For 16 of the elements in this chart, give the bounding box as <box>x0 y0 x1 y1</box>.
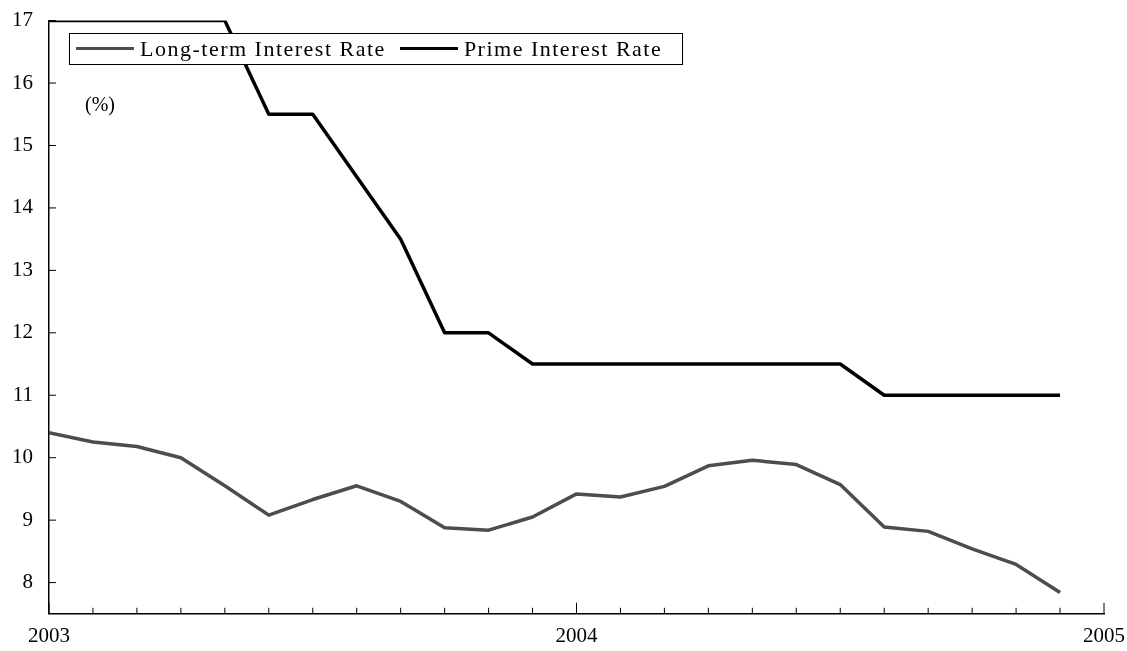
y-tick-label: 16 <box>12 69 33 94</box>
y-axis-title: (%) <box>85 92 115 116</box>
x-tick-label: 2003 <box>28 622 70 647</box>
legend-label: Prime Interest Rate <box>463 35 663 62</box>
y-tick-label: 9 <box>22 506 33 531</box>
y-tick-label: 17 <box>12 7 33 32</box>
y-tick-label: 13 <box>12 256 33 281</box>
x-tick-label: 2005 <box>1083 622 1125 647</box>
y-tick-label: 8 <box>22 569 33 594</box>
y-tick-label: 15 <box>12 132 33 156</box>
y-tick-label: 12 <box>12 319 33 344</box>
y-tick-label: 14 <box>12 194 34 219</box>
legend-label: Long-term Interest Rate <box>140 35 386 62</box>
x-tick-label: 2004 <box>555 622 598 647</box>
y-tick-label: 11 <box>12 381 33 406</box>
y-tick-label: 10 <box>12 444 33 469</box>
